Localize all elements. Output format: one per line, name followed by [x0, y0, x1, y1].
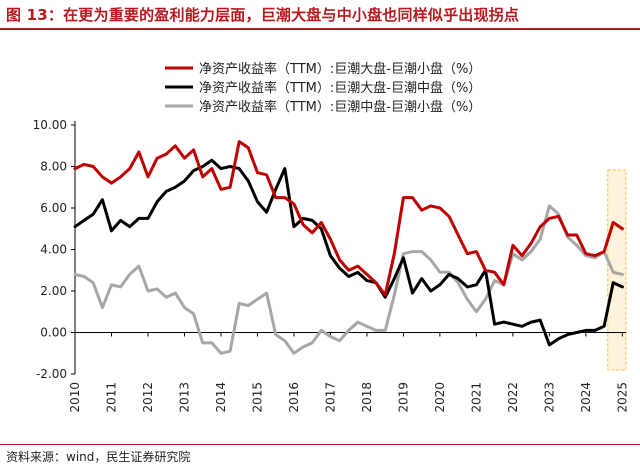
y-tick-label: 10.00: [33, 118, 67, 132]
y-tick-label: 4.00: [40, 243, 67, 257]
series-line-2: [73, 158, 624, 347]
y-tick-label: -2.00: [36, 367, 67, 381]
footer-rule: [0, 444, 640, 445]
legend-label: 净资产收益率（TTM）:巨潮大盘-巨潮中盘（%）: [199, 80, 481, 96]
figure-title: 图 13：在更为重要的盈利能力层面，巨潮大盘与中小盘也同样似乎出现拐点: [6, 6, 520, 24]
x-tick-label: 2022: [506, 382, 520, 413]
x-tick-label: 2025: [615, 382, 629, 413]
x-tick-label: 2016: [287, 382, 301, 413]
y-tick-label: 2.00: [40, 284, 67, 298]
y-tick-label: 6.00: [40, 201, 67, 215]
x-tick-label: 2015: [250, 382, 264, 413]
series-lines: [73, 140, 624, 355]
x-tick-label: 2017: [323, 382, 337, 413]
x-tick-label: 2023: [542, 382, 556, 413]
x-tick-label: 2013: [177, 382, 191, 413]
highlight-region: [607, 169, 627, 371]
x-tick-label: 2014: [214, 382, 228, 413]
x-tick-label: 2024: [579, 382, 593, 413]
y-tick-label: 8.00: [40, 160, 67, 174]
legend-label: 净资产收益率（TTM）:巨潮中盘-巨潮小盘（%）: [199, 99, 481, 115]
legend-label: 净资产收益率（TTM）:巨潮大盘-巨潮小盘（%）: [199, 61, 481, 77]
source-note: 资料来源：wind，民生证券研究院: [6, 450, 191, 464]
x-tick-label: 2011: [104, 382, 118, 413]
x-tick-label: 2019: [396, 382, 410, 413]
x-tick-label: 2021: [469, 382, 483, 413]
highlight-box: [607, 169, 627, 371]
y-tick-label: 0.00: [40, 326, 67, 340]
x-tick-label: 2020: [433, 382, 447, 413]
title-rule: [0, 28, 640, 30]
series-line-3: [73, 204, 624, 355]
series-line-1: [73, 140, 624, 297]
x-tick-label: 2018: [360, 382, 374, 413]
x-tick-label: 2010: [68, 382, 82, 413]
legend: 净资产收益率（TTM）:巨潮大盘-巨潮小盘（%） 净资产收益率（TTM）:巨潮大盘…: [165, 61, 481, 115]
x-tick-label: 2012: [141, 382, 155, 413]
